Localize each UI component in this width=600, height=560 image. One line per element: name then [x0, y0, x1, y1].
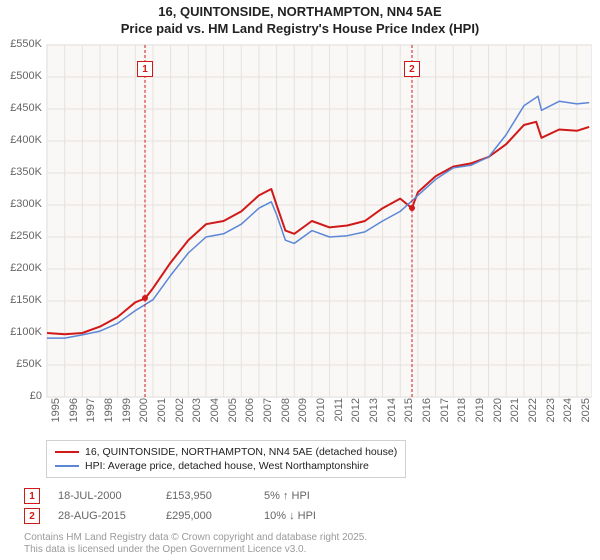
price-chart: 12	[46, 44, 592, 398]
y-tick-label: £450K	[10, 102, 42, 114]
legend-label: 16, QUINTONSIDE, NORTHAMPTON, NN4 5AE (d…	[85, 446, 397, 458]
x-tick-label: 1999	[121, 398, 133, 422]
sale-marker-box: 1	[24, 488, 40, 504]
y-tick-label: £0	[30, 390, 42, 402]
x-tick-label: 2005	[227, 398, 239, 422]
legend-label: HPI: Average price, detached house, West…	[85, 460, 369, 472]
x-axis-labels: 1995 1996 1997 1998 1999 2000 2001 2002 2003 2004…	[46, 398, 590, 438]
legend: 16, QUINTONSIDE, NORTHAMPTON, NN4 5AE (d…	[46, 440, 406, 478]
sale-marker-box: 2	[24, 508, 40, 524]
x-tick-label: 1998	[103, 398, 115, 422]
x-tick-label: 2016	[421, 398, 433, 422]
y-tick-label: £500K	[10, 70, 42, 82]
x-tick-label: 2014	[386, 398, 398, 422]
x-tick-label: 2012	[350, 398, 362, 422]
x-tick-label: 2025	[580, 398, 592, 422]
footer: Contains HM Land Registry data © Crown c…	[24, 532, 367, 556]
x-tick-label: 2001	[156, 398, 168, 422]
y-tick-label: £250K	[10, 230, 42, 242]
legend-item-hpi: HPI: Average price, detached house, West…	[55, 459, 397, 473]
x-tick-label: 2006	[244, 398, 256, 422]
x-tick-label: 2010	[315, 398, 327, 422]
y-tick-label: £350K	[10, 166, 42, 178]
sale-date: 18-JUL-2000	[58, 490, 148, 502]
x-tick-label: 2008	[280, 398, 292, 422]
y-tick-label: £300K	[10, 198, 42, 210]
x-tick-label: 2017	[439, 398, 451, 422]
legend-item-property: 16, QUINTONSIDE, NORTHAMPTON, NN4 5AE (d…	[55, 445, 397, 459]
y-tick-label: £400K	[10, 134, 42, 146]
legend-swatch	[55, 465, 79, 467]
sale-marker: 1	[137, 61, 153, 77]
x-tick-label: 2023	[545, 398, 557, 422]
footer-line2: This data is licensed under the Open Gov…	[24, 544, 367, 556]
sale-vline	[145, 45, 146, 397]
plot-area	[47, 45, 591, 397]
x-tick-label: 2019	[474, 398, 486, 422]
sale-delta: 10% ↓ HPI	[264, 510, 316, 522]
x-tick-label: 2009	[297, 398, 309, 422]
x-tick-label: 2022	[527, 398, 539, 422]
x-tick-label: 1997	[85, 398, 97, 422]
x-tick-label: 2011	[333, 398, 345, 422]
y-axis-labels: £0£50K£100K£150K£200K£250K£300K£350K£400…	[0, 44, 44, 396]
title-line1: 16, QUINTONSIDE, NORTHAMPTON, NN4 5AE	[0, 4, 600, 21]
sale-delta: 5% ↑ HPI	[264, 490, 310, 502]
y-tick-label: £200K	[10, 262, 42, 274]
x-tick-label: 2024	[562, 398, 574, 422]
y-tick-label: £550K	[10, 38, 42, 50]
y-tick-label: £150K	[10, 294, 42, 306]
sale-dot	[409, 205, 415, 211]
x-tick-label: 2015	[403, 398, 415, 422]
title-line2: Price paid vs. HM Land Registry's House …	[0, 21, 600, 38]
sale-price: £295,000	[166, 510, 246, 522]
x-tick-label: 2021	[509, 398, 521, 422]
footer-line1: Contains HM Land Registry data © Crown c…	[24, 532, 367, 544]
sale-marker: 2	[404, 61, 420, 77]
x-tick-label: 2004	[209, 398, 221, 422]
sale-date: 28-AUG-2015	[58, 510, 148, 522]
y-tick-label: £100K	[10, 326, 42, 338]
x-tick-label: 2002	[174, 398, 186, 422]
x-tick-label: 2000	[138, 398, 150, 422]
sale-records: 1 18-JUL-2000 £153,950 5% ↑ HPI 2 28-AUG…	[24, 486, 316, 526]
x-tick-label: 2018	[456, 398, 468, 422]
x-tick-label: 2013	[368, 398, 380, 422]
sale-record: 2 28-AUG-2015 £295,000 10% ↓ HPI	[24, 506, 316, 526]
sale-record: 1 18-JUL-2000 £153,950 5% ↑ HPI	[24, 486, 316, 506]
sale-dot	[142, 295, 148, 301]
sale-vline	[411, 45, 412, 397]
x-tick-label: 1995	[50, 398, 62, 422]
legend-swatch	[55, 451, 79, 453]
sale-price: £153,950	[166, 490, 246, 502]
x-tick-label: 1996	[68, 398, 80, 422]
x-tick-label: 2007	[262, 398, 274, 422]
y-tick-label: £50K	[16, 358, 42, 370]
x-tick-label: 2020	[492, 398, 504, 422]
chart-title: 16, QUINTONSIDE, NORTHAMPTON, NN4 5AE Pr…	[0, 0, 600, 38]
x-tick-label: 2003	[191, 398, 203, 422]
